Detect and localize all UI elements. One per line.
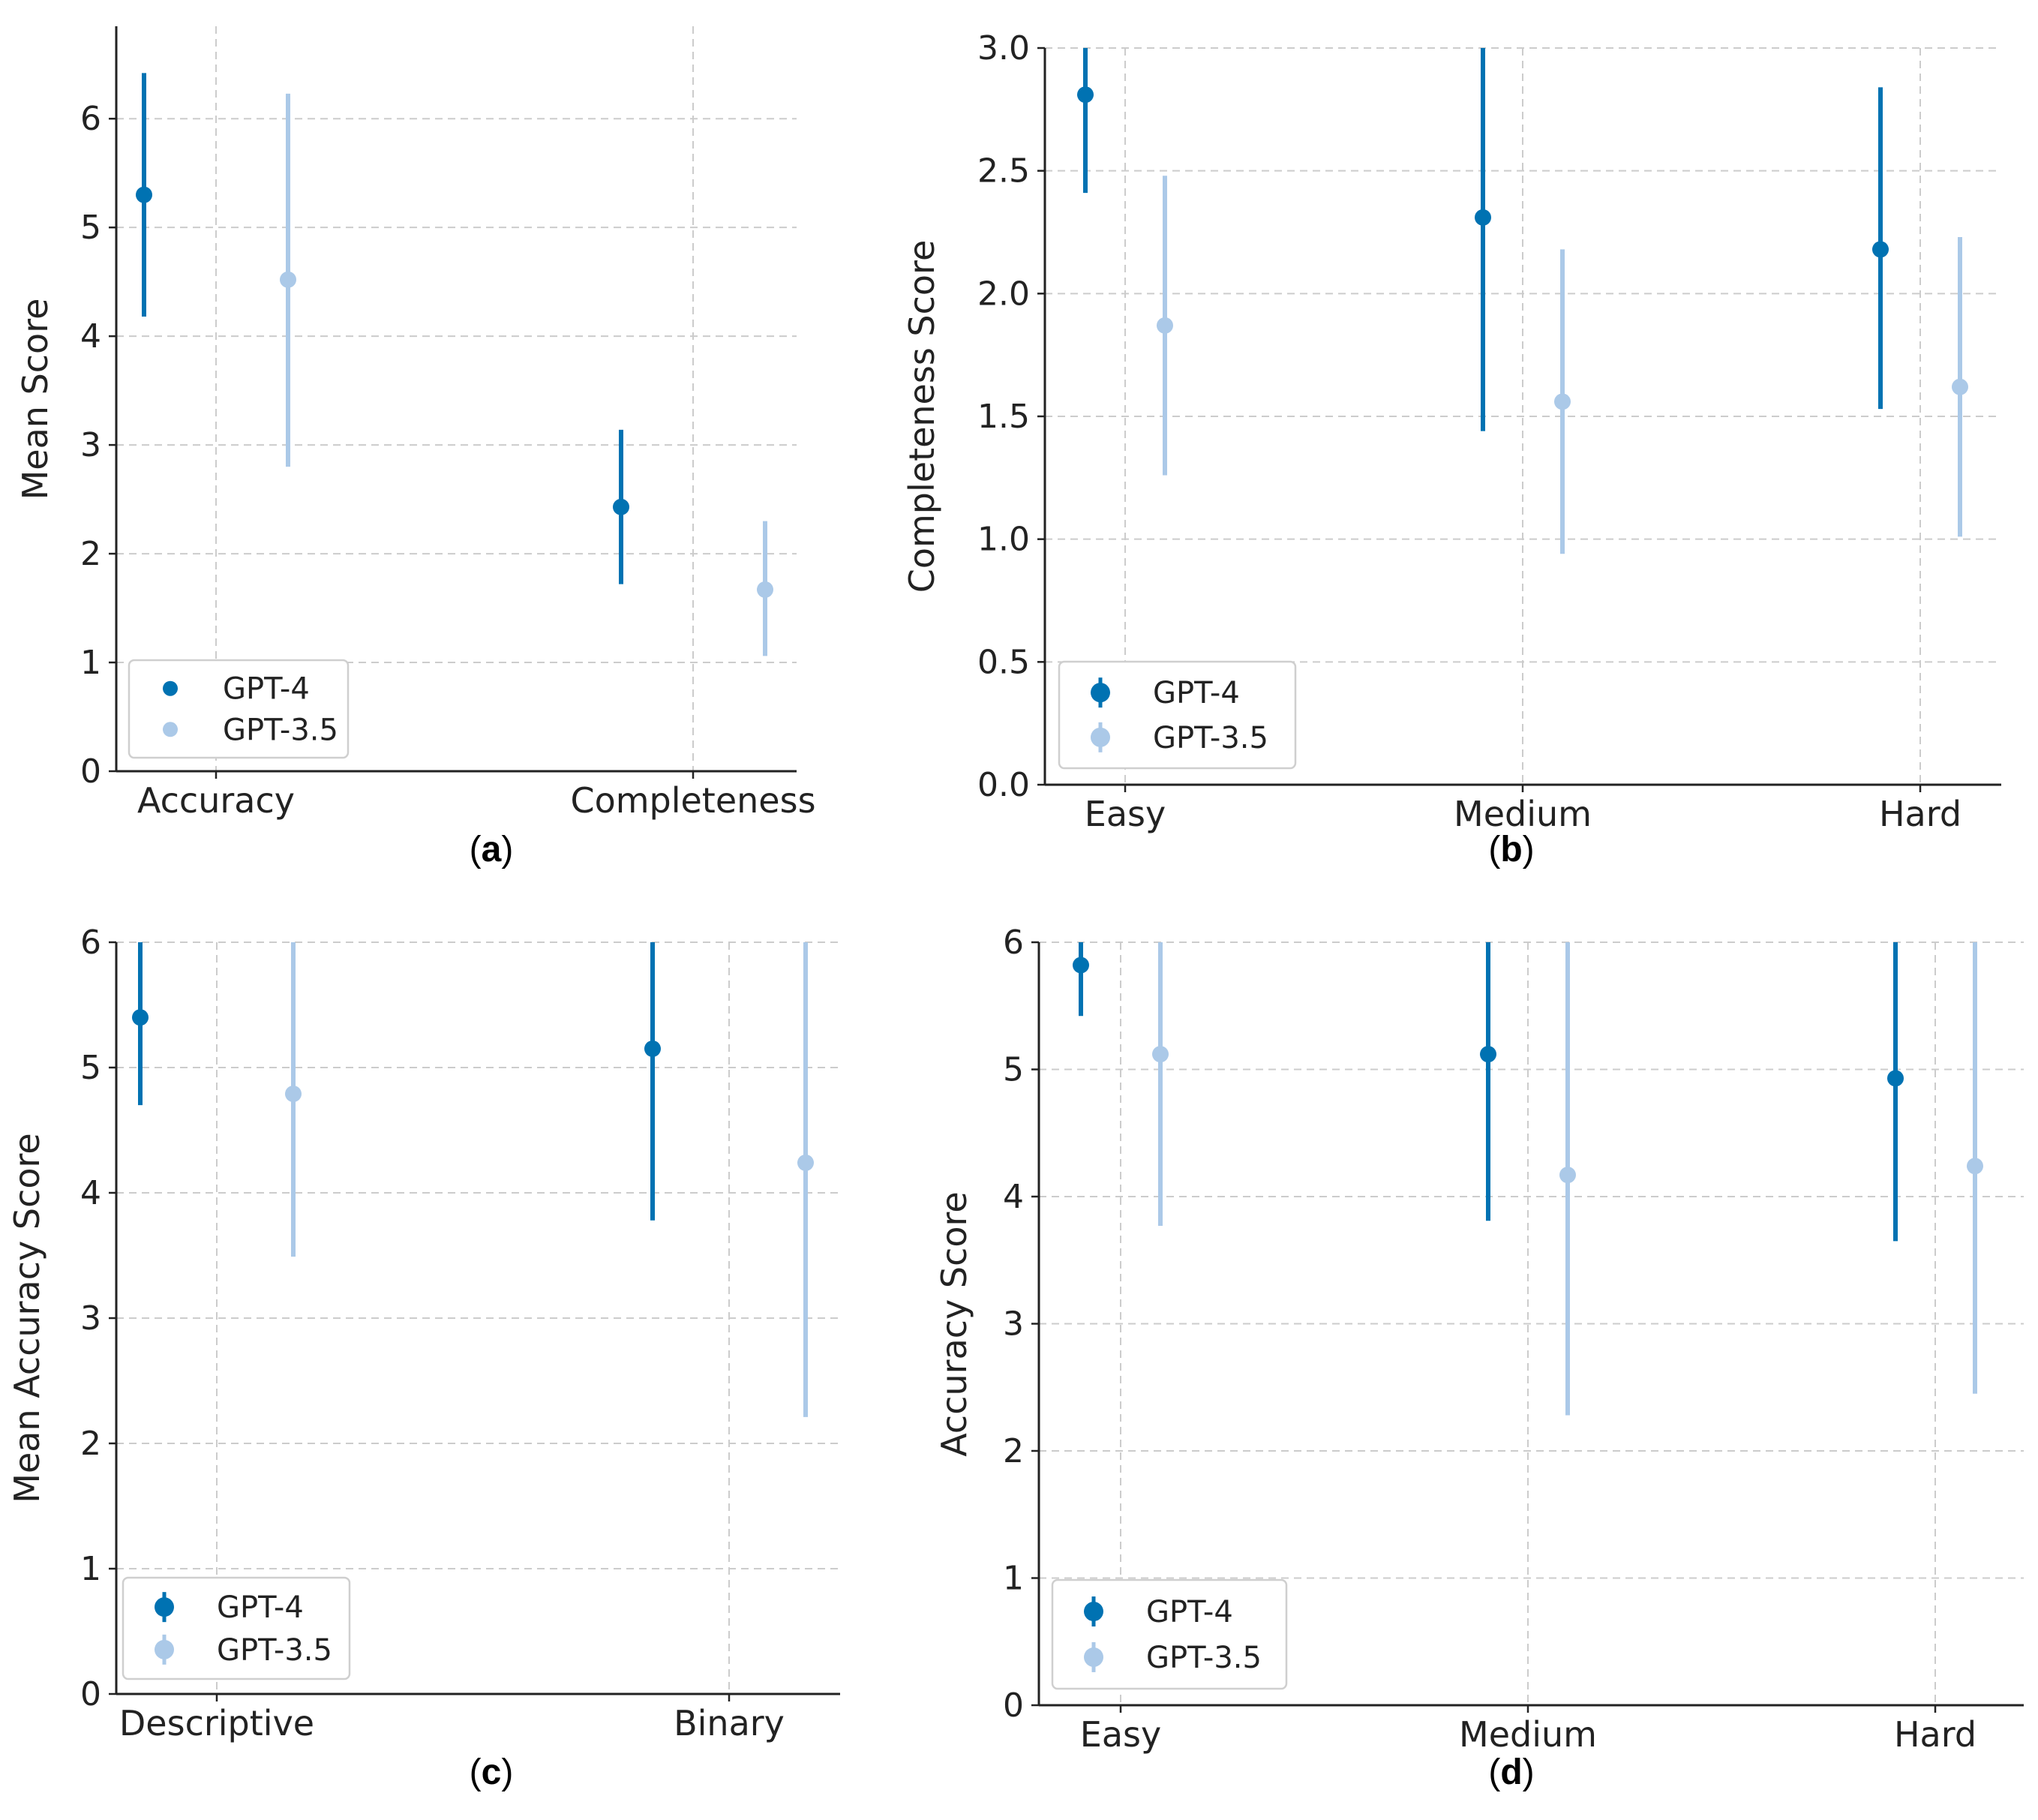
data-point-gpt4 <box>1073 957 1089 974</box>
panel-label: (d) <box>1488 1752 1534 1792</box>
y-tick-label: 2.0 <box>977 275 1030 313</box>
y-axis-label: Accuracy Score <box>934 1191 974 1456</box>
y-tick-label: 1 <box>1003 1560 1024 1598</box>
data-point-gpt4 <box>644 1040 661 1057</box>
y-tick-label: 1 <box>80 644 101 682</box>
legend: GPT-4 GPT-3.5 <box>122 1576 351 1680</box>
legend-entry-label: GPT-4 <box>1153 676 1240 710</box>
chart-panel-a: 0 1 2 3 4 5 6 Accuracy Completeness Mean Score GPT… <box>15 26 816 869</box>
chart-panel-c: 0 1 2 3 4 5 6 Descriptive Binary Mean Accuracy Sc… <box>7 924 840 1792</box>
legend-entry-label: GPT-4 <box>223 672 310 707</box>
data-point-gpt35 <box>1554 393 1571 410</box>
legend-marker-dot <box>155 1597 174 1617</box>
data-point-gpt35 <box>1157 317 1173 334</box>
panel-label: (c) <box>470 1752 514 1792</box>
data-point-gpt4 <box>1480 1046 1496 1063</box>
x-tick-label: Easy <box>1080 1714 1161 1755</box>
data-point-gpt4 <box>1887 1070 1904 1087</box>
x-tick-label: Medium <box>1454 794 1592 834</box>
y-tick-label: 1.0 <box>977 521 1030 559</box>
legend-entry-label: GPT-3.5 <box>1153 721 1268 755</box>
y-tick-label: 0.5 <box>977 643 1030 681</box>
legend-entry-label: GPT-4 <box>1146 1595 1233 1629</box>
legend-marker-dot <box>1091 683 1110 703</box>
legend-marker-dot <box>1084 1647 1103 1667</box>
y-tick-label: 2 <box>80 535 101 573</box>
legend: GPT-4 GPT-3.5 <box>1058 660 1297 770</box>
x-tick-label: Descriptive <box>119 1703 314 1743</box>
y-tick-label: 1.5 <box>977 398 1030 436</box>
data-point-gpt35 <box>1967 1158 1983 1175</box>
x-tick-label: Hard <box>1894 1714 1976 1755</box>
legend-marker-dot <box>1091 727 1110 747</box>
y-tick-label: 3 <box>80 426 101 464</box>
y-tick-label: 3.0 <box>977 29 1030 68</box>
y-tick-label: 0 <box>80 752 101 791</box>
y-tick-label: 0 <box>80 1675 101 1713</box>
legend-frame <box>122 1576 351 1680</box>
legend-marker-dot <box>163 680 178 696</box>
legend-entry-label: GPT-3.5 <box>1146 1641 1262 1675</box>
data-point-gpt35 <box>285 1086 302 1103</box>
y-tick-label: 1 <box>80 1550 101 1588</box>
data-point-gpt35 <box>797 1154 814 1171</box>
y-tick-label: 0.0 <box>977 766 1030 804</box>
y-tick-label: 4 <box>1003 1178 1024 1216</box>
legend-marker-dot <box>163 722 178 737</box>
legend: GPT-4 GPT-3.5 <box>128 659 350 759</box>
legend-marker-dot <box>1084 1602 1103 1622</box>
data-point-gpt4 <box>1077 86 1094 104</box>
y-tick-label: 4 <box>80 1174 101 1212</box>
y-tick-label: 5 <box>1003 1051 1024 1089</box>
y-axis-label: Completeness Score <box>902 240 942 593</box>
x-tick-label: Easy <box>1085 794 1166 834</box>
data-point-gpt35 <box>1952 378 1968 395</box>
y-tick-label: 2.5 <box>977 152 1030 191</box>
legend-entry-label: GPT-4 <box>217 1590 304 1625</box>
y-tick-label: 4 <box>80 317 101 356</box>
chart-panel-d: 0 1 2 3 4 5 6 Easy Medium Hard Accuracy Score GPT-4… <box>934 924 2024 1792</box>
y-tick-label: 6 <box>80 924 101 962</box>
data-point-gpt4 <box>613 498 629 515</box>
x-tick-label: Hard <box>1879 794 1961 834</box>
y-tick-label: 6 <box>80 100 101 138</box>
legend-entry-label: GPT-3.5 <box>223 713 338 747</box>
y-tick-label: 5 <box>80 209 101 247</box>
legend-frame <box>128 659 350 759</box>
data-point-gpt4 <box>1475 209 1491 226</box>
legend-entry-label: GPT-3.5 <box>217 1633 332 1668</box>
legend: GPT-4 GPT-3.5 <box>1051 1578 1288 1690</box>
panel-label: (b) <box>1488 830 1534 869</box>
y-tick-label: 6 <box>1003 924 1024 962</box>
x-tick-label: Medium <box>1459 1714 1597 1755</box>
x-tick-label: Completeness <box>570 780 815 821</box>
x-tick-label: Accuracy <box>137 780 295 821</box>
legend-frame <box>1058 660 1297 770</box>
data-point-gpt4 <box>1872 241 1889 258</box>
y-tick-label: 3 <box>80 1299 101 1338</box>
legend-frame <box>1051 1578 1288 1690</box>
x-tick-label: Binary <box>674 1703 785 1743</box>
data-point-gpt35 <box>280 271 296 288</box>
y-tick-label: 5 <box>80 1049 101 1087</box>
data-point-gpt35 <box>1559 1167 1576 1184</box>
y-tick-label: 2 <box>1003 1432 1024 1470</box>
data-point-gpt4 <box>132 1009 149 1026</box>
data-point-gpt35 <box>757 581 773 598</box>
chart-panel-b: 0.0 0.5 1.0 1.5 2.0 2.5 3.0 Easy Medium Hard Compl… <box>902 29 2001 869</box>
y-tick-label: 3 <box>1003 1305 1024 1344</box>
y-axis-label: Mean Accuracy Score <box>7 1133 47 1503</box>
data-point-gpt4 <box>136 186 152 203</box>
data-point-gpt35 <box>1152 1046 1169 1063</box>
panel-label: (a) <box>470 830 514 869</box>
y-tick-label: 2 <box>80 1425 101 1463</box>
y-axis-label: Mean Score <box>15 299 56 500</box>
y-tick-label: 0 <box>1003 1686 1024 1725</box>
legend-marker-dot <box>155 1639 174 1659</box>
